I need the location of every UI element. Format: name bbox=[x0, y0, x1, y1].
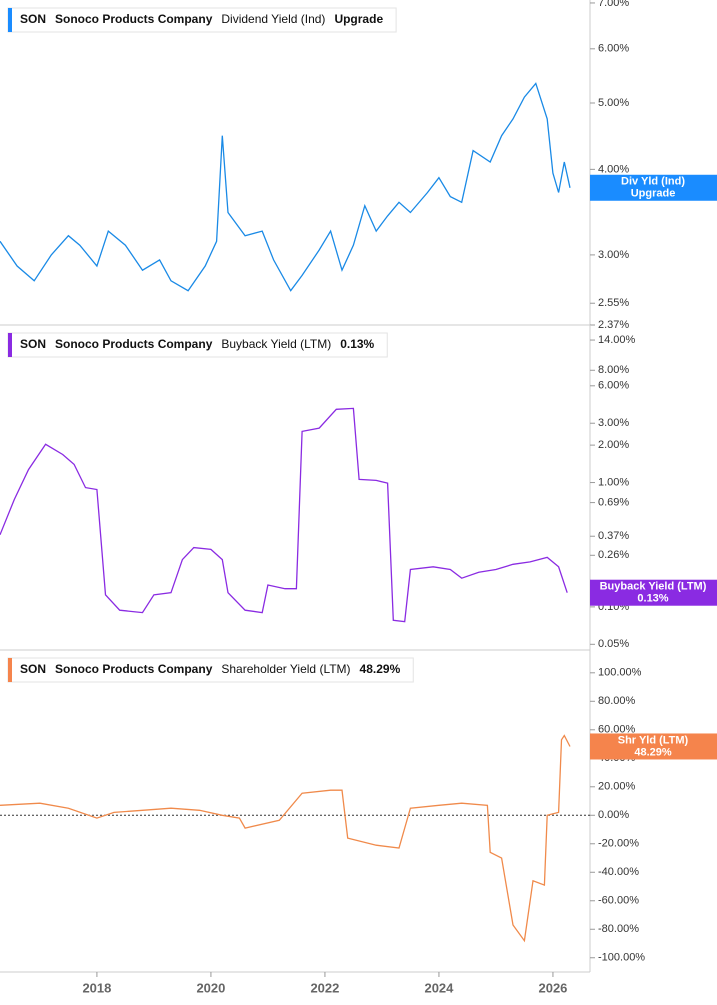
header-ticker: SON bbox=[20, 12, 46, 26]
value-badge bbox=[590, 579, 717, 606]
y-tick-label: 8.00% bbox=[598, 364, 629, 376]
y-tick-label: -100.00% bbox=[598, 952, 645, 964]
y-tick-label: 6.00% bbox=[598, 380, 629, 392]
line-series bbox=[0, 82, 571, 292]
header-box bbox=[7, 657, 414, 683]
header-company: Sonoco Products Company bbox=[55, 12, 213, 26]
line-series bbox=[0, 407, 568, 623]
badge-name: Shr Yld (LTM) bbox=[618, 734, 689, 746]
header-bar bbox=[8, 8, 12, 32]
y-tick-label: 2.55% bbox=[598, 297, 629, 309]
header-header-value: 48.29% bbox=[360, 662, 401, 676]
y-tick-label: 100.00% bbox=[598, 667, 642, 679]
y-tick-label: 2.00% bbox=[598, 439, 629, 451]
header-company: Sonoco Products Company bbox=[55, 337, 213, 351]
x-tick-label: 2018 bbox=[82, 980, 111, 995]
line-series bbox=[0, 734, 571, 943]
header-header-value: 0.13% bbox=[340, 337, 374, 351]
y-tick-label: 20.00% bbox=[598, 781, 636, 793]
badge-name: Div Yld (Ind) bbox=[621, 176, 685, 188]
header-ticker: SON bbox=[20, 662, 46, 676]
header-bar bbox=[8, 658, 12, 682]
y-tick-label: -20.00% bbox=[598, 838, 639, 850]
header-company: Sonoco Products Company bbox=[55, 662, 213, 676]
y-tick-label: -60.00% bbox=[598, 895, 639, 907]
header-ticker: SON bbox=[20, 337, 46, 351]
badge-name: Buyback Yield (LTM) bbox=[600, 581, 707, 593]
y-tick-label: 0.00% bbox=[598, 809, 629, 821]
y-tick-label: 80.00% bbox=[598, 695, 636, 707]
y-tick-label: 5.00% bbox=[598, 97, 629, 109]
header-box bbox=[7, 7, 397, 33]
y-tick-label: 3.00% bbox=[598, 249, 629, 261]
y-tick-label: 7.00% bbox=[598, 0, 629, 9]
header-title: Buyback Yield (LTM) bbox=[221, 337, 331, 351]
badge-value: Upgrade bbox=[631, 188, 676, 200]
header-title: Dividend Yield (Ind) bbox=[221, 12, 325, 26]
badge-value: 48.29% bbox=[634, 746, 672, 758]
y-tick-label: 6.00% bbox=[598, 43, 629, 55]
x-tick-label: 2024 bbox=[424, 980, 454, 995]
y-tick-label: 0.37% bbox=[598, 530, 629, 542]
x-tick-label: 2020 bbox=[196, 980, 225, 995]
y-tick-label: 1.00% bbox=[598, 476, 629, 488]
y-tick-label: 3.00% bbox=[598, 417, 629, 429]
header-box bbox=[7, 332, 388, 358]
header-bar bbox=[8, 333, 12, 357]
y-tick-label: 0.05% bbox=[598, 638, 629, 650]
x-tick-label: 2022 bbox=[310, 980, 339, 995]
y-tick-label: 0.69% bbox=[598, 496, 629, 508]
y-tick-label: 60.00% bbox=[598, 724, 636, 736]
y-tick-label: -40.00% bbox=[598, 866, 639, 878]
y-tick-label: 4.00% bbox=[598, 163, 629, 175]
x-tick-label: 2026 bbox=[538, 980, 567, 995]
y-tick-label: 2.37% bbox=[598, 319, 629, 331]
value-badge bbox=[590, 174, 717, 201]
header-title: Shareholder Yield (LTM) bbox=[221, 662, 350, 676]
badge-value: 0.13% bbox=[637, 593, 668, 605]
header-header-value: Upgrade bbox=[334, 12, 383, 26]
y-tick-label: 0.26% bbox=[598, 549, 629, 561]
y-tick-label: -80.00% bbox=[598, 923, 639, 935]
y-tick-label: 14.00% bbox=[598, 334, 636, 346]
value-badge bbox=[590, 733, 717, 760]
